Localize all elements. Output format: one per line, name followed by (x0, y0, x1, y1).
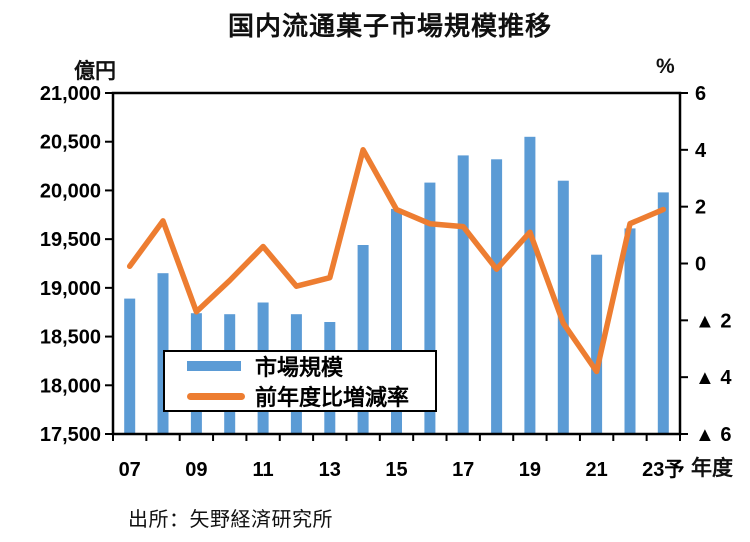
right-axis-tick-label: 2 (695, 197, 706, 219)
market-size-bar (457, 155, 469, 434)
market-size-bar (491, 159, 503, 435)
left-axis-unit-label: 億円 (74, 60, 116, 83)
chart-title: 国内流通菓子市場規模推移 (227, 11, 552, 41)
market-size-bar (657, 192, 669, 434)
market-size-bar (124, 298, 136, 434)
market-size-bar (357, 245, 369, 434)
right-axis-tick-label: ▲ 2 (695, 310, 731, 332)
x-axis-tick-label: 07 (119, 459, 141, 481)
legend-item-market-size: 市場規模 (187, 353, 435, 380)
x-axis-tick-label: 21 (585, 459, 607, 481)
right-axis-tick-label: 6 (695, 83, 706, 105)
x-axis-tick-label: 09 (185, 459, 207, 481)
market-size-bar (524, 136, 536, 435)
market-size-bar (624, 228, 636, 434)
legend-market-size-swatch (187, 361, 241, 371)
legend-yoy-label: 前年度比増減率 (255, 385, 410, 410)
right-axis-unit-label: % (656, 55, 675, 78)
legend-item-yoy-rate: 前年度比増減率 (187, 383, 435, 410)
right-axis-tick-label: 4 (695, 140, 707, 162)
source-note: 出所：矢野経済研究所 (128, 509, 333, 531)
x-axis-tick-label: 11 (253, 459, 274, 481)
left-axis-tick-label: 21,000 (40, 83, 101, 105)
legend: 市場規模 前年度比増減率 (163, 350, 437, 412)
market-size-bar (391, 208, 402, 434)
left-axis-tick-label: 19,000 (40, 278, 101, 300)
market-size-bar (424, 182, 436, 434)
left-axis-tick-label: 19,500 (40, 229, 101, 251)
yoy-trend-line (126, 147, 667, 375)
x-axis-tick-label: 17 (452, 459, 474, 481)
x-axis-tick-label: 23予 (642, 459, 684, 481)
left-axis-tick-label: 18,000 (40, 375, 101, 397)
market-size-bar (591, 254, 603, 434)
x-axis-tick-label: 19 (519, 459, 541, 481)
legend-yoy-line-swatch (187, 392, 245, 400)
legend-market-size-label: 市場規模 (255, 355, 344, 380)
right-axis-tick-label: ▲ 4 (695, 367, 732, 389)
left-axis-tick-label: 20,500 (40, 132, 101, 154)
market-size-bar (557, 180, 569, 434)
left-axis-tick-label: 18,500 (40, 327, 101, 349)
right-axis-tick-label: ▲ 6 (695, 424, 731, 446)
left-axis-tick-label: 17,500 (40, 424, 101, 446)
x-axis-unit-label: 年度 (691, 457, 733, 480)
left-axis-tick-label: 20,000 (40, 180, 101, 202)
x-axis-tick-label: 13 (319, 459, 341, 481)
right-axis-tick-label: 0 (695, 254, 706, 276)
x-axis-tick-label: 15 (385, 459, 407, 481)
